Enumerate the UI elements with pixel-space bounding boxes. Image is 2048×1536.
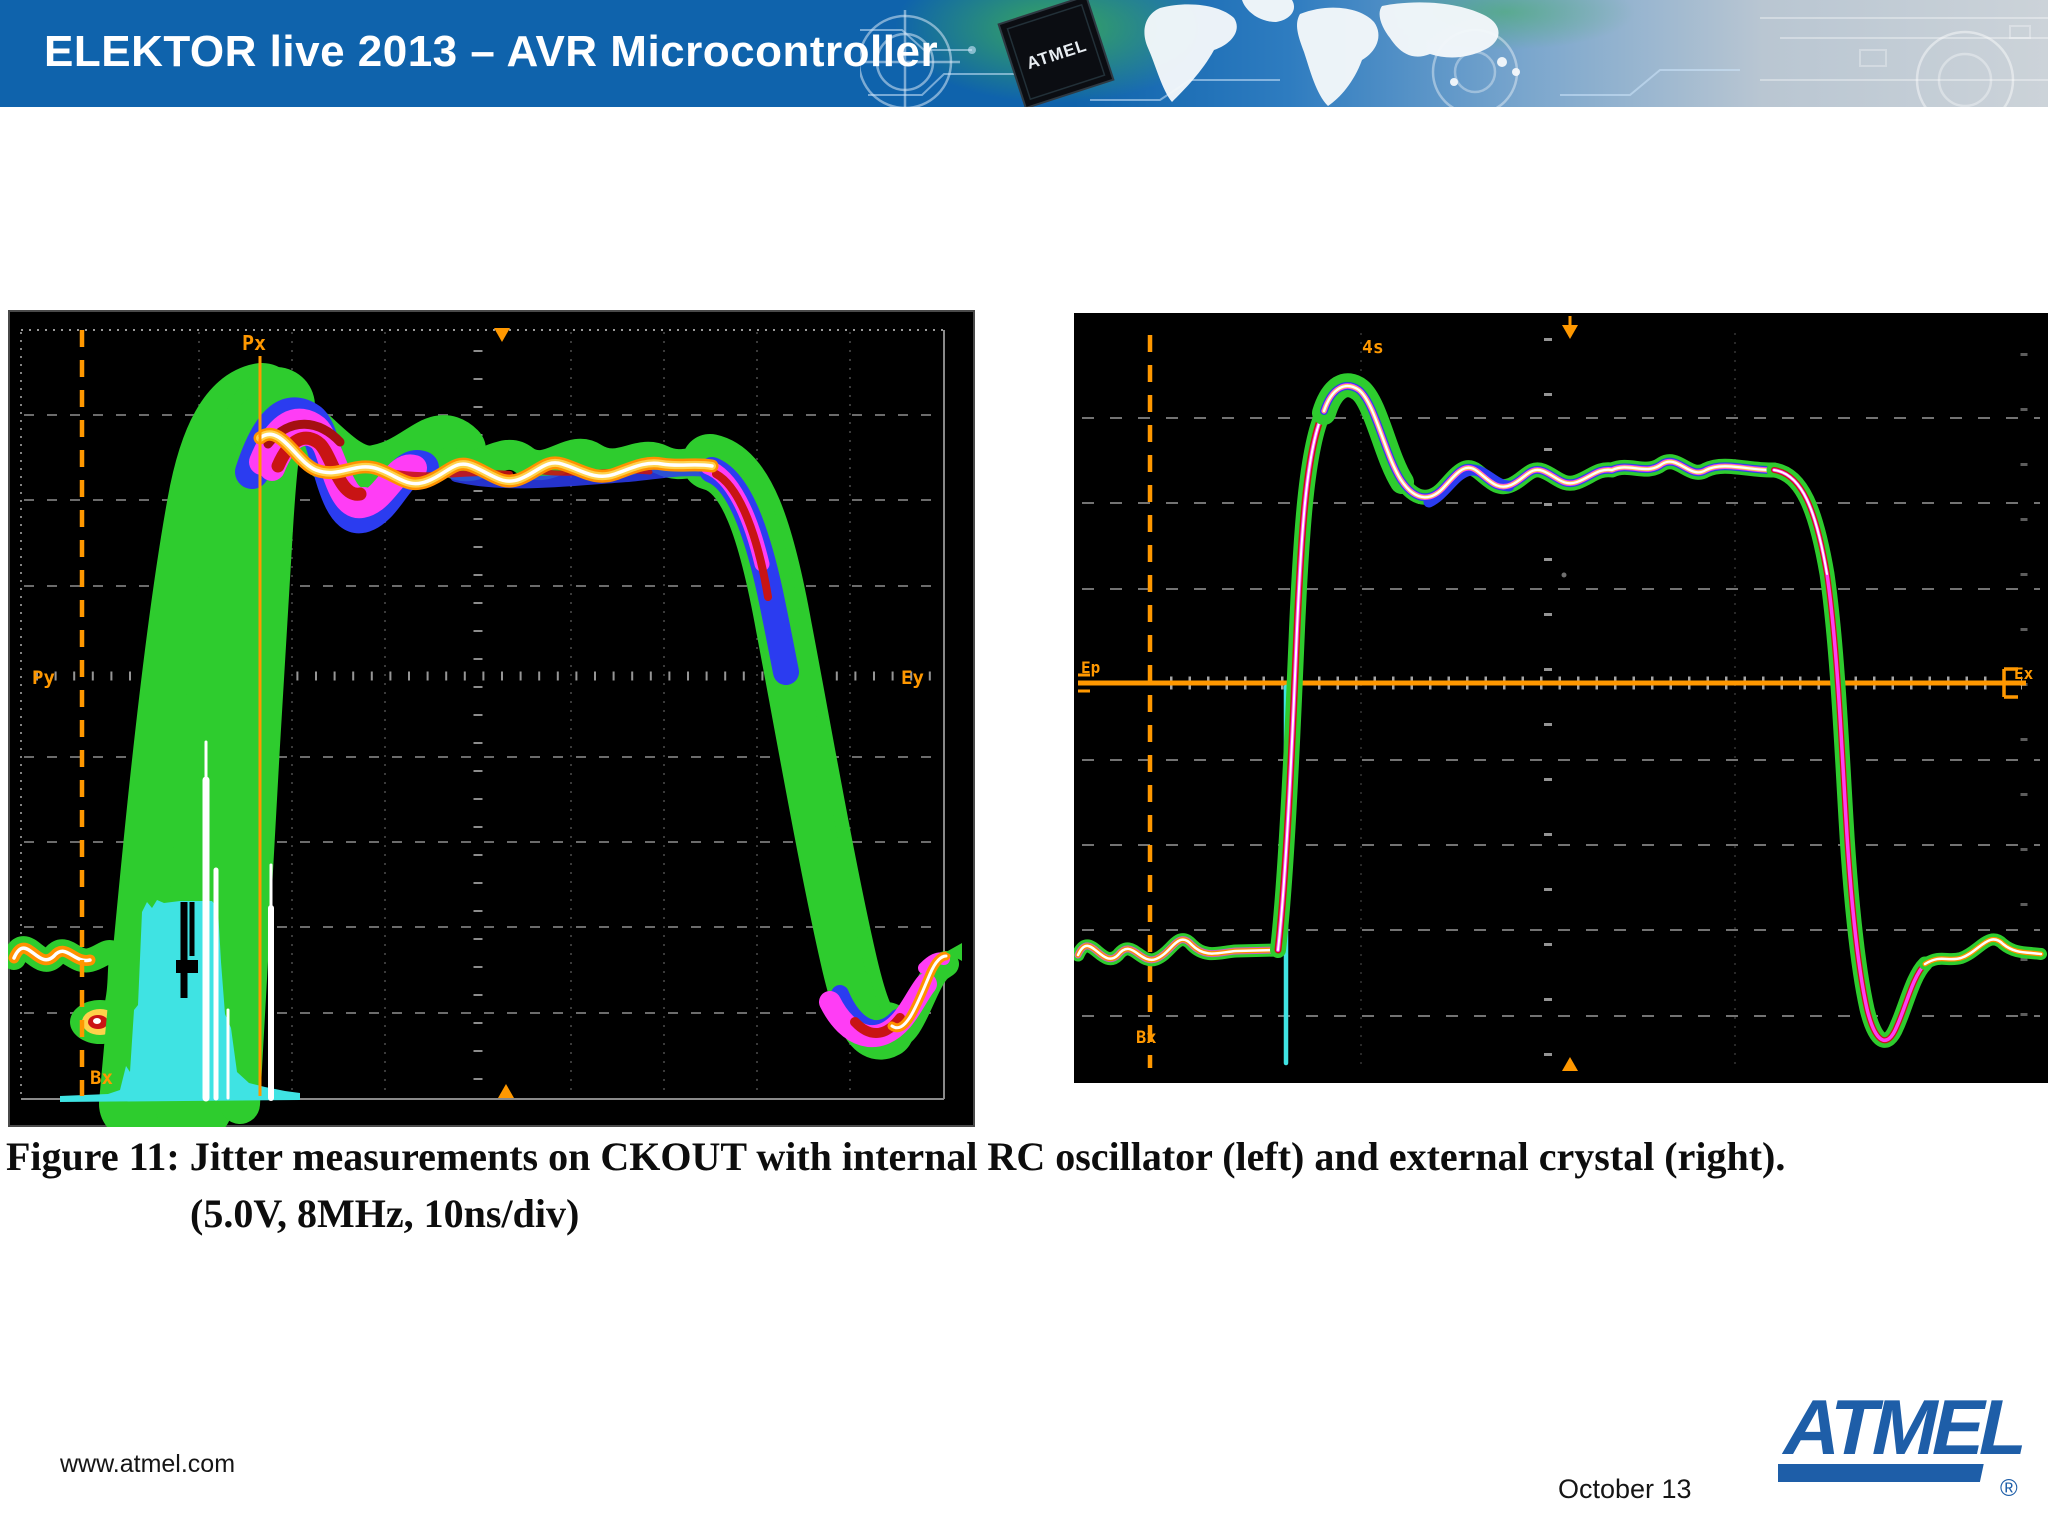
right-waveform <box>1074 373 2047 1066</box>
header-bar: ATMEL ELEKTOR live 2013 – AVR Microcontr… <box>0 0 2048 107</box>
registered-mark: ® <box>2000 1475 2018 1500</box>
cursor-label-ex: Ex <box>2014 664 2034 683</box>
header-banner-graphic: ATMEL <box>860 0 2048 107</box>
atmel-chip-graphic: ATMEL <box>997 0 1115 107</box>
left-oscilloscope: Px Py Ey Bx <box>8 310 975 1127</box>
scope-gridlines <box>1082 333 2040 1068</box>
cursor-label-ep: Ep <box>1081 658 1100 677</box>
left-scope-cursors: Px Py Ey Bx <box>32 328 962 1098</box>
trigger-marker-top-icon <box>1562 325 1578 339</box>
jitter-histogram <box>60 900 300 1102</box>
cursor-label-bx: Bx <box>1136 1028 1156 1048</box>
time-label: 4s <box>1362 337 1384 358</box>
right-scope-cursors: Ep Ex 4s Bx <box>1078 316 2034 1071</box>
atmel-logo: ATMEL ® <box>1778 1384 2023 1500</box>
figure-caption: Figure 11: Jitter measurements on CKOUT … <box>6 1128 2044 1242</box>
atmel-logo-text: ATMEL <box>1778 1384 2023 1471</box>
cursor-label-ey: Ey <box>901 667 924 689</box>
trigger-marker-bottom-icon <box>1562 1057 1578 1071</box>
level-flag-icon <box>946 943 962 961</box>
slide-title: ELEKTOR live 2013 – AVR Microcontroller <box>44 27 939 76</box>
world-map-graphic <box>1144 0 1520 107</box>
caption-line-2: (5.0V, 8MHz, 10ns/div) <box>190 1191 580 1236</box>
trigger-marker-top-icon <box>494 328 510 342</box>
website-text: www.atmel.com <box>60 1450 236 1478</box>
cursor-label-bx: Bx <box>90 1067 113 1089</box>
slide-date: October 13 <box>1558 1474 1692 1504</box>
cursor-label-py: Py <box>32 667 55 689</box>
trigger-marker-bottom-icon <box>498 1084 514 1098</box>
histogram-spikes <box>202 740 274 1102</box>
right-oscilloscope: Ep Ex 4s Bx <box>1074 313 2048 1083</box>
cursor-label-px: Px <box>242 331 266 355</box>
pcb-pattern <box>1760 17 2048 81</box>
caption-line-1: Figure 11: Jitter measurements on CKOUT … <box>6 1134 1786 1179</box>
